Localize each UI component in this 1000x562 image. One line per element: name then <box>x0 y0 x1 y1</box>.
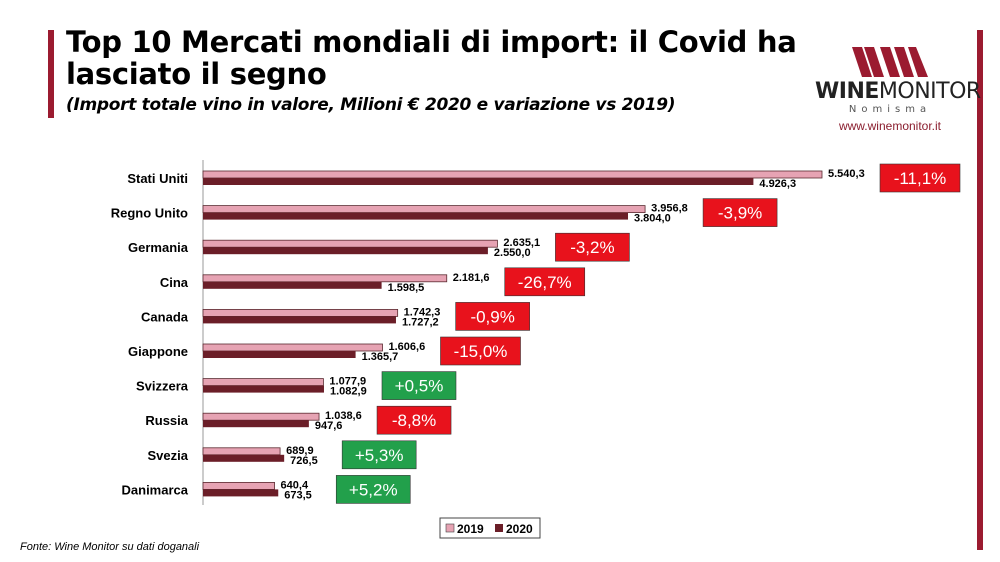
data-label-2019: 1.077,9 <box>329 376 366 388</box>
category-label: Danimarca <box>122 482 189 497</box>
data-label-2020: 1.082,9 <box>330 386 367 398</box>
data-label-2019: 1.742,3 <box>404 306 441 318</box>
category-label: Cina <box>160 275 189 290</box>
variation-label: -0,9% <box>470 307 514 326</box>
bar-2020 <box>203 385 324 393</box>
bar-2020 <box>203 420 309 428</box>
data-label-2019: 689,9 <box>286 445 314 457</box>
data-label-2020: 1.598,5 <box>388 282 425 294</box>
winemonitor-logo: WINEMONITOR Nomisma www.winemonitor.it <box>815 45 981 133</box>
variation-badge <box>335 475 411 504</box>
bar-2019 <box>202 412 320 421</box>
page-subtitle: (Import totale vino in valore, Milioni €… <box>66 95 676 115</box>
data-label-2020: 1.727,2 <box>402 316 439 328</box>
logo-tagline: Nomisma <box>848 104 932 115</box>
variation-label: -11,1% <box>894 169 947 188</box>
bar-2020 <box>203 281 382 289</box>
bar-2020 <box>203 316 396 324</box>
variation-badge <box>440 336 521 366</box>
logo-wordmark: WINEMONITOR <box>815 79 981 104</box>
variation-label: -3,9% <box>718 204 762 223</box>
legend-swatch-2019 <box>445 523 455 533</box>
data-label-2020: 2.550,0 <box>494 247 531 259</box>
variation-label: -8,8% <box>392 411 436 430</box>
legend-swatch-2020 <box>495 524 503 532</box>
bar-2019 <box>202 481 275 490</box>
bar-2019 <box>202 239 498 248</box>
data-label-2019: 1.038,6 <box>325 410 362 422</box>
category-label: Russia <box>145 413 188 428</box>
bar-2019 <box>202 343 383 352</box>
category-label: Svezia <box>148 448 189 463</box>
accent-bar-right <box>977 30 983 550</box>
logo-url: www.winemonitor.it <box>838 119 942 133</box>
bar-2019 <box>202 274 448 283</box>
bar-2019 <box>202 205 646 214</box>
data-label-2020: 673,5 <box>284 489 312 501</box>
category-label: Canada <box>141 309 189 324</box>
data-label-2020: 4.926,3 <box>759 178 796 190</box>
variation-badge <box>879 163 961 193</box>
variation-badge <box>504 267 586 297</box>
variation-label: +5,3% <box>355 446 404 465</box>
bar-2019 <box>202 170 823 179</box>
data-label-2020: 1.365,7 <box>362 351 399 363</box>
category-label: Giappone <box>128 344 188 359</box>
bar-2020 <box>203 489 279 497</box>
variation-label: -15,0% <box>454 342 508 361</box>
category-label: Regno Unito <box>111 206 188 221</box>
variation-badge <box>376 405 452 435</box>
accent-bar-left <box>48 30 54 118</box>
data-label-2020: 726,5 <box>290 455 318 467</box>
variation-label: +5,2% <box>349 480 398 499</box>
legend-label-2020: 2020 <box>506 522 533 536</box>
data-label-2019: 5.540,3 <box>828 168 865 180</box>
legend-box <box>439 517 541 539</box>
category-label: Stati Uniti <box>127 171 188 186</box>
variation-badge <box>341 440 417 470</box>
category-label: Svizzera <box>136 379 189 394</box>
data-label-2020: 3.804,0 <box>634 213 671 225</box>
page-title: Top 10 Mercati mondiali di import: il Co… <box>66 25 797 91</box>
variation-label: -26,7% <box>518 273 572 292</box>
variation-badge <box>381 371 457 400</box>
data-label-2019: 3.956,8 <box>651 203 688 215</box>
bar-2020 <box>203 212 629 220</box>
bar-2020 <box>203 247 488 255</box>
variation-label: +0,5% <box>395 377 444 396</box>
wm-logo-icon <box>852 47 928 77</box>
source-note: Fonte: Wine Monitor su dati doganali <box>20 541 200 553</box>
bar-2020 <box>203 351 356 358</box>
data-label-2019: 640,4 <box>281 479 309 491</box>
variation-badge <box>455 302 530 331</box>
bar-2019 <box>202 378 324 387</box>
data-label-2020: 947,6 <box>315 420 343 432</box>
bar-2019 <box>202 308 399 317</box>
data-label-2019: 1.606,6 <box>389 341 426 353</box>
bar-2019 <box>202 447 281 456</box>
data-label-2019: 2.181,6 <box>453 272 490 284</box>
bar-2020 <box>203 454 285 462</box>
legend-label-2019: 2019 <box>457 522 484 536</box>
variation-label: -3,2% <box>570 238 614 257</box>
category-label: Germania <box>128 240 189 255</box>
bar-2020 <box>203 178 754 185</box>
variation-badge <box>702 198 778 227</box>
variation-badge <box>555 232 630 262</box>
data-label-2019: 2.635,1 <box>503 237 540 249</box>
